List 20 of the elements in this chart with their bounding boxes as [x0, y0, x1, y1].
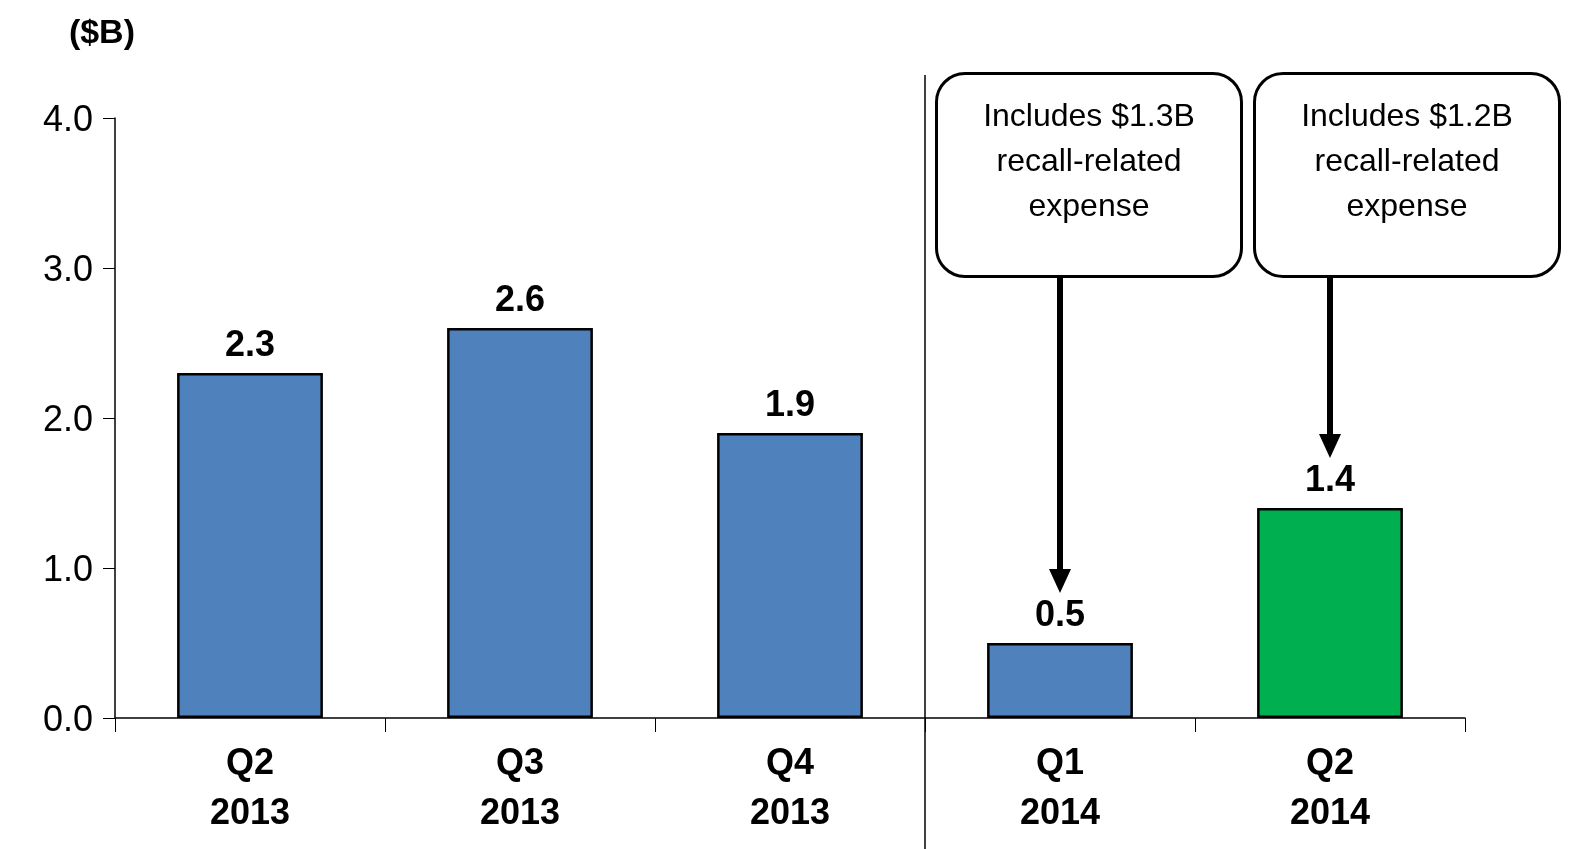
- x-tick-label: Q2 2014: [1289, 740, 1371, 832]
- y-tick-label: 4.0: [42, 97, 93, 139]
- x-tick-label: Q4 2013: [749, 740, 831, 832]
- y-tick-label: 3.0: [42, 247, 93, 289]
- x-tick-label: Q3 2013: [479, 740, 561, 832]
- y-tick-label: 0.0: [42, 697, 93, 739]
- data-label: 0.5: [1034, 592, 1086, 634]
- x-tick-label: Q2 2013: [209, 740, 291, 832]
- annotation: Includes $1.3B recall-related expense: [983, 95, 1195, 225]
- annotation: Includes $1.2B recall-related expense: [1301, 95, 1513, 225]
- callout-box: Includes $1.3B recall-related expense: [935, 72, 1243, 278]
- y-axis-title: ($B): [68, 12, 135, 50]
- data-label: 2.6: [494, 277, 546, 319]
- x-tick-label: Q1 2014: [1019, 740, 1101, 832]
- data-label: 1.4: [1304, 457, 1356, 499]
- callout-box: Includes $1.2B recall-related expense: [1253, 72, 1561, 278]
- data-label: 1.9: [764, 382, 816, 424]
- data-label: 2.3: [224, 322, 276, 364]
- y-tick-label: 2.0: [42, 397, 93, 439]
- y-tick-label: 1.0: [42, 547, 93, 589]
